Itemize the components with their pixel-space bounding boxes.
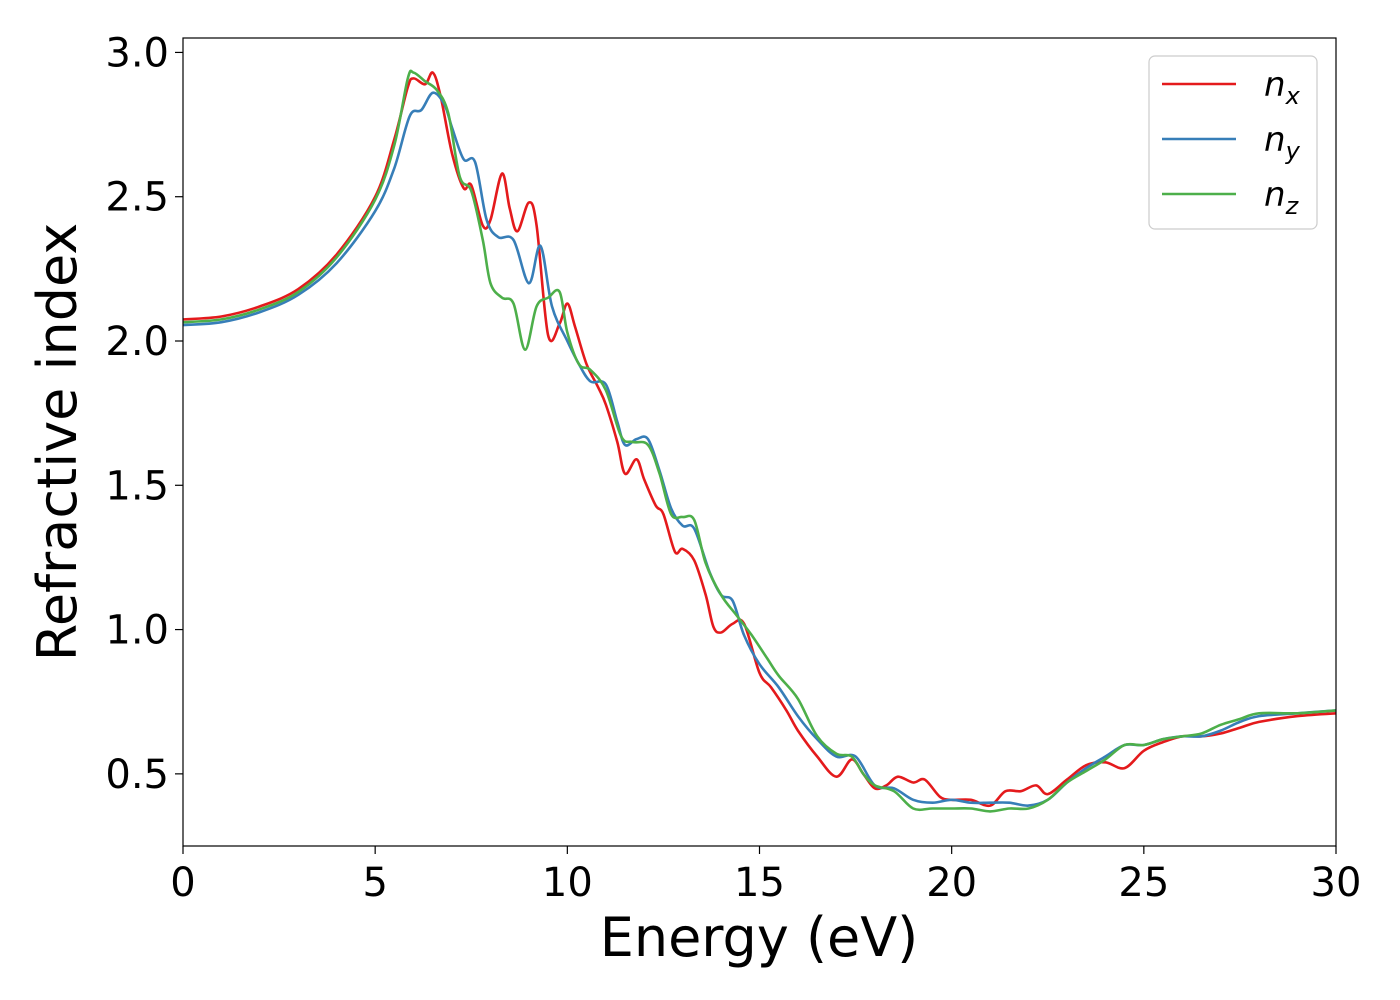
y-tick-label: 2.0: [105, 319, 169, 365]
y-tick-label: 3.0: [105, 30, 169, 76]
y-axis: 0.5 1.0 1.5 2.0 2.5 3.0: [105, 30, 183, 798]
x-tick-label: 20: [926, 860, 977, 906]
y-tick-label: 2.5: [105, 175, 169, 221]
legend-label-nz: nz: [1264, 175, 1300, 220]
x-axis-title: Energy (eV): [600, 906, 919, 969]
legend-frame: [1148, 55, 1318, 230]
x-tick-label: 15: [734, 860, 785, 906]
y-tick-label: 1.0: [105, 608, 169, 654]
x-tick-label: 10: [542, 860, 593, 906]
y-tick-label: 1.5: [105, 463, 169, 509]
y-tick-label: 0.5: [105, 752, 169, 798]
x-axis: 0 5 10 15 20 25 30: [170, 846, 1361, 906]
x-tick-label: 5: [362, 860, 387, 906]
series-layer: [183, 69, 1336, 813]
y-axis-title: Refractive index: [26, 223, 89, 662]
legend-label-nx: nx: [1264, 65, 1301, 110]
legend-label-base: n: [1264, 120, 1286, 160]
legend-label-subscript: x: [1285, 82, 1301, 110]
series-line-nz: [183, 69, 1336, 813]
legend-label-subscript: z: [1285, 192, 1300, 220]
x-tick-label: 0: [170, 860, 195, 906]
x-tick-label: 30: [1311, 860, 1362, 906]
x-tick-label: 25: [1118, 860, 1169, 906]
legend-label-ny: ny: [1264, 120, 1301, 165]
legend-label-base: n: [1264, 175, 1286, 215]
legend-label-base: n: [1264, 65, 1286, 105]
legend-label-subscript: y: [1285, 137, 1301, 165]
